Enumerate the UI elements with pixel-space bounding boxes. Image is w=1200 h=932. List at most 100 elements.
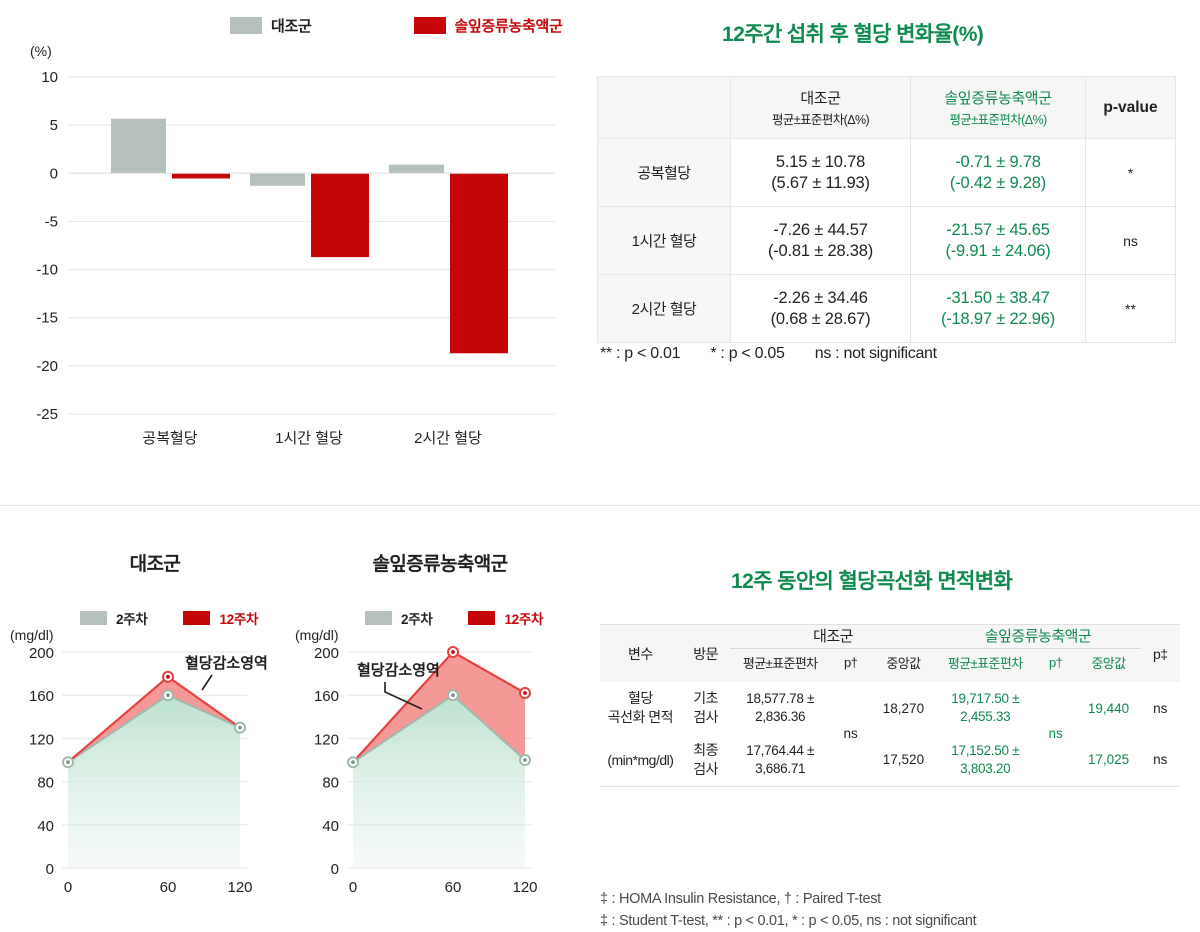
table1-note-1: * : p < 0.05 — [710, 345, 785, 362]
legend-label-week2-right: 2주차 — [401, 612, 433, 627]
table2-row0-p-ddagger: ns — [1153, 700, 1168, 716]
table1-row1-label: 1시간 혈당 — [597, 206, 731, 275]
right-chart-legend: 2주차 12주차 — [365, 608, 543, 628]
table2-header-control-group: 대조군 — [730, 624, 936, 649]
table1-row1-control-mean: -7.26 ± 44.57 — [773, 221, 868, 240]
table2-test-p-dagger: ns — [1048, 726, 1063, 742]
table2-row1-test-median: 17,025 — [1087, 752, 1130, 768]
legend-item-test: 솔잎증류농축액군 — [413, 15, 563, 36]
table1-row2-test-mean: -31.50 ± 38.47 — [946, 289, 1050, 308]
right-annotation-leader-line — [384, 682, 423, 710]
table1-row2-control-mean: -2.26 ± 34.46 — [773, 289, 868, 308]
left-x-tick-0: 0 — [64, 879, 72, 896]
table2-header-p-ddagger: p‡ — [1140, 624, 1180, 682]
test-group-glucose-curve-chart: (mg/dl) 200 160 120 80 40 0 — [295, 627, 538, 896]
blood-glucose-change-table: 대조군 평균±표준편차(Δ%) 솔잎증류농축액군 평균±표준편차(Δ%) p-v… — [597, 76, 1176, 343]
right-chart-x-ticks: 0 60 120 — [349, 879, 538, 896]
legend-item-week2-right: 2주차 — [365, 608, 433, 628]
table-row: 공복혈당 5.15 ± 10.78 (5.67 ± 11.93) -0.71 ±… — [597, 138, 1176, 207]
table1-row2-test-paren: (-18.97 ± 22.96) — [940, 309, 1056, 328]
table1-header-control: 대조군 평균±표준편차(Δ%) — [730, 76, 911, 139]
left-annotation-leader-line — [201, 674, 213, 691]
y-tick-m5: -5 — [45, 213, 58, 230]
table1-header-test-sub: 평균±표준편차(Δ%) — [949, 113, 1047, 127]
bar-control-1hr — [250, 173, 305, 186]
left-chart-legend: 2주차 12주차 — [80, 608, 258, 628]
table-row: (min*mg/dl) 최종 검사 17,764.44 ± 3,686.71 1… — [600, 734, 1180, 786]
right-x-tick-120: 120 — [512, 879, 537, 896]
table2-header-control-meansd: 평균±표준편차 — [742, 656, 818, 671]
right-reduction-area — [353, 652, 525, 763]
table1-row1-control: -7.26 ± 44.57 (-0.81 ± 28.38) — [730, 206, 911, 275]
left-chart-y-unit: (mg/dl) — [10, 627, 54, 643]
table2-header-test-meansd: 평균±표준편차 — [947, 656, 1023, 671]
table-row: 혈당 곡선화 면적 기초 검사 18,577.78 ± 2,836.36 ns … — [600, 682, 1180, 741]
right-y-tick-200: 200 — [314, 645, 339, 662]
y-tick-5: 5 — [50, 117, 58, 134]
table1-header-control-sub: 평균±표준편차(Δ%) — [771, 113, 870, 127]
table2-row0-visit: 기초 검사 — [693, 690, 719, 725]
table1-header-pvalue-text: p-value — [1103, 98, 1158, 116]
table2-variable-label: 혈당 곡선화 면적 — [607, 690, 674, 725]
table2-row1-control-mean: 17,764.44 ± 3,686.71 — [746, 743, 815, 776]
table2-header-variable: 변수 — [600, 624, 681, 682]
y-tick-0: 0 — [50, 165, 58, 182]
table2-header-test-median: 중앙값 — [1091, 656, 1126, 671]
right-x-tick-60: 60 — [445, 879, 462, 896]
table2-control-p-dagger: ns — [843, 726, 858, 742]
right-y-tick-120: 120 — [314, 731, 339, 748]
left-y-tick-40: 40 — [37, 818, 54, 835]
table1-note-0: ** : p < 0.01 — [600, 345, 681, 362]
legend-swatch-test — [413, 17, 446, 34]
table1-row0-test-mean: -0.71 ± 9.78 — [955, 153, 1041, 172]
y-tick-10: 10 — [41, 69, 58, 86]
table2-row0-test-mean: 19,717.50 ± 2,455.33 — [951, 691, 1020, 724]
table1-row0-test: -0.71 ± 9.78 (-0.42 ± 9.28) — [910, 138, 1086, 207]
table1-header-test-main: 솔잎증류농축액군 — [944, 90, 1052, 107]
x-label-2hr: 2시간 혈당 — [414, 430, 482, 447]
table1-row1-pvalue: ns — [1085, 206, 1176, 275]
table1-row0-control: 5.15 ± 10.78 (5.67 ± 11.93) — [730, 138, 911, 207]
table1-row0-control-paren: (5.67 ± 11.93) — [771, 173, 870, 192]
table1-row1-test-paren: (-9.91 ± 24.06) — [945, 241, 1051, 260]
right-y-tick-0: 0 — [331, 861, 339, 878]
table1-row0-pvalue: * — [1085, 138, 1176, 207]
table1-row2-test: -31.50 ± 38.47 (-18.97 ± 22.96) — [910, 274, 1086, 343]
left-week2-area — [68, 695, 240, 868]
legend-label-week2-left: 2주차 — [116, 612, 148, 627]
table2-row1-p-ddagger: ns — [1153, 752, 1168, 768]
table1-row2-control: -2.26 ± 34.46 (0.68 ± 28.67) — [730, 274, 911, 343]
bar-test-2hr — [450, 173, 508, 354]
left-area-chart-title: 대조군 — [129, 554, 181, 575]
table1-row2-label: 2시간 혈당 — [597, 274, 731, 343]
bar-chart-legend: 대조군 솔잎증류농축액군 — [230, 15, 563, 36]
table2-row1-visit: 최종 검사 — [693, 741, 719, 777]
table1-header-test: 솔잎증류농축액군 평균±표준편차(Δ%) — [910, 76, 1086, 139]
table1-row2-control-paren: (0.68 ± 28.67) — [770, 309, 871, 328]
left-x-tick-60: 60 — [160, 879, 177, 896]
right-week2-markers — [347, 689, 531, 769]
left-week2-markers — [62, 689, 246, 769]
left-chart-y-ticks: 200 160 120 80 40 0 — [29, 645, 54, 878]
table2-row1-control-median: 17,520 — [882, 752, 925, 768]
legend-item-week2-left: 2주차 — [80, 608, 148, 628]
table2-header-test-pdagger: p† — [1049, 655, 1063, 670]
legend-item-week12-left: 12주차 — [183, 608, 258, 628]
glucose-auc-table: 변수 방문 대조군 솔잎증류농축액군 p‡ 평균±표준편차 p† 중앙값 평균±… — [600, 624, 1180, 787]
right-chart-y-unit: (mg/dl) — [295, 627, 339, 643]
right-chart-y-ticks: 200 160 120 80 40 0 — [314, 645, 339, 878]
blood-glucose-change-bar-chart: (%) 10 5 0 -5 -10 -15 -20 -25 — [30, 43, 555, 447]
bar-chart-bars — [111, 118, 508, 354]
table1-row0-control-mean: 5.15 ± 10.78 — [775, 153, 866, 172]
left-y-tick-80: 80 — [37, 775, 54, 792]
table2-row0-control-mean: 18,577.78 ± 2,836.36 — [746, 691, 815, 724]
left-reduction-annotation-label: 혈당감소영역 — [185, 654, 268, 672]
right-y-tick-160: 160 — [314, 688, 339, 705]
legend-swatch-week12-left — [183, 611, 211, 625]
table1-header-control-main: 대조군 — [800, 90, 841, 107]
bar-chart-y-unit: (%) — [30, 43, 52, 59]
right-reduction-annotation-label: 혈당감소영역 — [357, 661, 440, 679]
y-tick-m15: -15 — [36, 310, 58, 327]
legend-label-control: 대조군 — [271, 18, 312, 35]
